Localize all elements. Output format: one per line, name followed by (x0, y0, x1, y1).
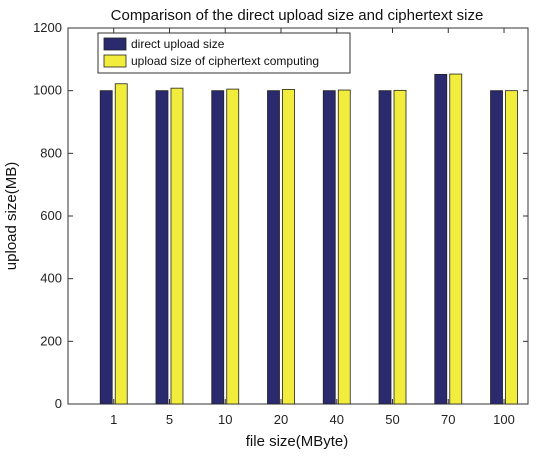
y-tick-label: 1200 (33, 20, 62, 35)
x-tick-label: 70 (441, 412, 455, 427)
bar-ciphertext-5 (170, 87, 184, 405)
bar-direct-50 (378, 90, 392, 405)
x-tick-label: 5 (166, 412, 173, 427)
y-tick-label: 0 (55, 396, 62, 411)
bar-direct-10 (211, 90, 225, 405)
bar-ciphertext-40 (337, 89, 351, 405)
legend-swatch-0 (103, 37, 127, 51)
chart-title: Comparison of the direct upload size and… (111, 7, 484, 24)
bar-direct-70 (434, 73, 448, 405)
x-tick-label: 1 (110, 412, 117, 427)
y-tick-label: 800 (40, 145, 62, 160)
bar-ciphertext-1 (114, 83, 128, 405)
legend: direct upload size upload size of ciphert… (97, 32, 351, 74)
x-axis: 1 5 10 20 40 50 70 100 (110, 28, 515, 427)
bar-direct-20 (267, 90, 280, 405)
bar-ciphertext-100 (505, 90, 518, 405)
bar-direct-1 (99, 90, 113, 405)
legend-box (97, 32, 351, 74)
legend-swatch-1 (103, 54, 127, 68)
x-tick-label: 50 (385, 412, 399, 427)
bar-ciphertext-10 (226, 88, 240, 405)
x-tick-label: 20 (274, 412, 288, 427)
bar-ciphertext-70 (449, 73, 463, 405)
x-axis-label: file size(MByte) (246, 433, 349, 450)
y-tick-label: 1000 (33, 83, 62, 98)
bars-group (99, 73, 518, 405)
y-tick-label: 600 (40, 208, 62, 223)
bar-direct-100 (490, 90, 503, 405)
y-axis: 0 200 400 600 800 1000 1200 (33, 20, 528, 411)
y-tick-label: 200 (40, 333, 62, 348)
bar-direct-40 (322, 90, 336, 405)
x-tick-label: 100 (493, 412, 515, 427)
x-tick-label: 10 (218, 412, 232, 427)
x-tick-label: 40 (330, 412, 344, 427)
legend-label-0: direct upload size (131, 37, 225, 51)
y-axis-label: upload size(MB) (3, 162, 20, 270)
y-tick-label: 400 (40, 271, 62, 286)
bar-direct-5 (155, 90, 169, 405)
bar-ciphertext-20 (282, 89, 295, 405)
bar-ciphertext-50 (393, 89, 407, 405)
legend-label-1: upload size of ciphertext computing (131, 54, 319, 68)
